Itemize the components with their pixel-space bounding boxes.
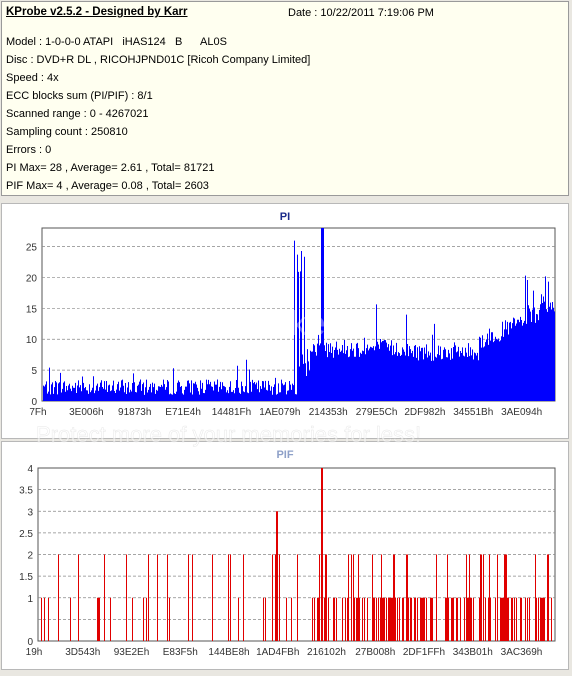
pi-series: [43, 228, 555, 401]
pif-ytick-label: 1: [27, 594, 33, 605]
pif-xtick-label: 3AC369h: [501, 647, 543, 658]
pif-xtick-label: 19h: [26, 647, 43, 658]
pi-xtick-label: 34551Bh: [453, 407, 493, 418]
pi-ytick-label: 25: [26, 243, 38, 254]
pi-xtick-label: 279E5Ch: [356, 407, 398, 418]
app-title: KProbe v2.5.2 - Designed by Karr: [6, 6, 188, 18]
info-speed: Speed : 4x: [6, 72, 59, 84]
pi-ytick-label: 20: [26, 273, 38, 284]
pif-xtick-label: 93E2Eh: [114, 647, 150, 658]
pif-xtick-label: 216102h: [307, 647, 346, 658]
pi-xtick-label: 1AE079h: [259, 407, 300, 418]
info-model: Model : 1-0-0-0 ATAPI iHAS124 B AL0S: [6, 36, 227, 48]
pi-xtick-label: E71E4h: [165, 407, 201, 418]
pi-chart-title: PI: [279, 211, 291, 223]
pif-xtick-label: 27B008h: [355, 647, 395, 658]
pi-ytick-label: 15: [26, 304, 38, 315]
pi-xtick-label: 3AE094h: [501, 407, 542, 418]
pi-chart-panel: PI 0 5 10 15 20 25 7Fh 3E006h 91873h E71E4h 14481F…: [1, 203, 569, 439]
pi-xtick-label: 7Fh: [29, 407, 46, 418]
info-errors: Errors : 0: [6, 144, 52, 156]
pif-ytick-label: 0: [27, 637, 33, 648]
pi-xtick-label: 91873h: [118, 407, 151, 418]
pi-xtick-label: 2DF982h: [404, 407, 445, 418]
pif-series: [41, 468, 552, 641]
scan-date: Date : 10/22/2011 7:19:06 PM: [288, 7, 434, 19]
pi-ytick-label: 10: [26, 335, 38, 346]
pif-chart: 0 1 1.5 2 2.5 3 3.5 4 19h 3D543h 93E2Eh E83F5h 144BE…: [19, 464, 556, 658]
info-scanned-range: Scanned range : 0 - 4267021: [6, 108, 149, 120]
info-panel: KProbe v2.5.2 - Designed by Karr Date : …: [1, 1, 569, 196]
pif-ytick-label: 3: [27, 507, 33, 518]
pi-ytick-label: 5: [31, 366, 37, 377]
pif-xtick-label: E83F5h: [163, 647, 198, 658]
info-pi-stats: PI Max= 28 , Average= 2.61 , Total= 8172…: [6, 162, 215, 174]
pi-xtick-label: 214353h: [309, 407, 348, 418]
pif-xtick-label: 144BE8h: [208, 647, 249, 658]
pif-ytick-label: 3.5: [19, 486, 33, 497]
pi-chart: 0 5 10 15 20 25 7Fh 3E006h 91873h E71E4h 14481Fh 1A…: [26, 227, 556, 418]
info-pif-stats: PIF Max= 4 , Average= 0.08 , Total= 2603: [6, 180, 209, 192]
pif-ytick-label: 2: [27, 551, 33, 562]
pif-ytick-label: 1.5: [19, 572, 33, 583]
pif-ytick-label: 4: [27, 464, 33, 475]
info-sampling-count: Sampling count : 250810: [6, 126, 128, 138]
info-ecc: ECC blocks sum (PI/PIF) : 8/1: [6, 90, 153, 102]
pif-xtick-label: 1AD4FBh: [256, 647, 299, 658]
info-disc: Disc : DVD+R DL , RICOHJPND01C [Ricoh Co…: [6, 54, 311, 66]
pif-chart-panel: PIF 0 1 1.5 2 2.5 3 3.5 4 19h 3D543h 93E2Eh E83F5h 1…: [1, 441, 569, 670]
pif-xtick-label: 343B01h: [453, 647, 493, 658]
pif-ytick-label: 2.5: [19, 529, 33, 540]
pi-ytick-label: 0: [31, 397, 37, 408]
pif-chart-title: PIF: [276, 449, 294, 461]
pi-xtick-label: 14481Fh: [212, 407, 251, 418]
pif-xtick-label: 3D543h: [65, 647, 100, 658]
pi-xtick-label: 3E006h: [69, 407, 103, 418]
pif-xtick-label: 2DF1FFh: [403, 647, 445, 658]
